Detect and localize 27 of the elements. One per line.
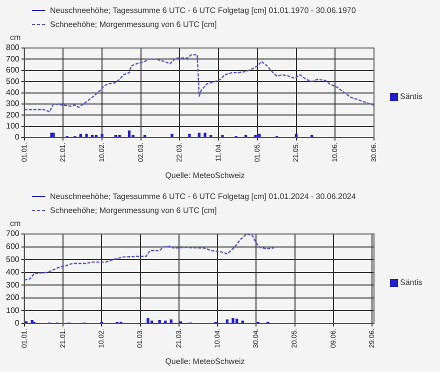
legend-label: Schneehöhe; Morgenmessung von 6 UTC [cm] — [50, 20, 217, 28]
y-tick-label: 300 — [6, 280, 20, 290]
y-axis-title: cm — [10, 219, 21, 228]
y-tick-label: 100 — [6, 306, 20, 315]
legend-label: Neuschneehöhe; Tagessumme 6 UTC - 6 UTC Folgetag [cm] 01.01.2024 - 30.06.2024 — [50, 192, 356, 200]
legend-label: Schneehöhe; Morgenmessung von 6 UTC [cm] — [50, 206, 217, 214]
y-tick-label: 200 — [6, 110, 20, 120]
y-tick-label: 600 — [6, 66, 20, 75]
y-tick-label: 800 — [6, 43, 20, 52]
y-tick-label: 400 — [6, 268, 20, 277]
source-note: Quelle: MeteoSchweiz — [164, 357, 246, 366]
legend-label: Neuschneehöhe; Tagessumme 6 UTC - 6 UTC Folgetag [cm] 01.01.1970 - 30.06.1970 — [50, 6, 356, 14]
legend-title: Säntis — [400, 92, 422, 101]
y-tick-label: 300 — [6, 99, 20, 108]
y-tick-label: 700 — [6, 54, 20, 64]
y-axis-title: cm — [10, 33, 21, 42]
y-tick-label: 500 — [6, 76, 20, 86]
y-tick-label: 400 — [6, 88, 20, 97]
source-note: Quelle: MeteoSchweiz — [164, 171, 246, 180]
y-tick-label: 600 — [6, 242, 20, 251]
y-tick-label: 0 — [14, 318, 20, 328]
y-tick-label: 0 — [14, 132, 20, 142]
y-tick-label: 700 — [6, 229, 20, 238]
y-tick-label: 500 — [6, 254, 20, 264]
y-tick-label: 100 — [6, 122, 20, 131]
y-tick-label: 200 — [6, 293, 20, 302]
legend-title: Säntis — [400, 278, 422, 287]
